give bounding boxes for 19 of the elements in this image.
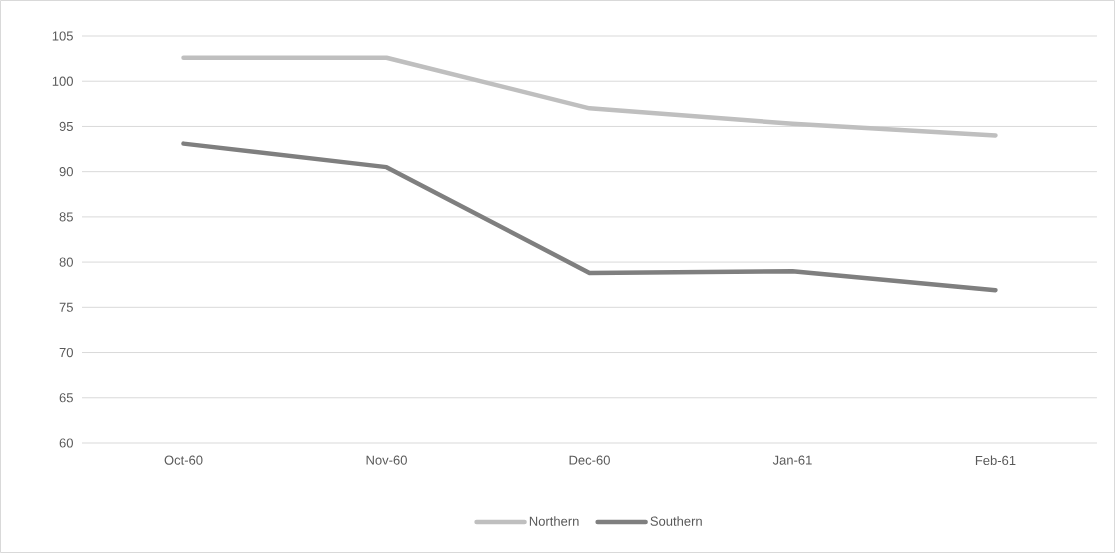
y-tick-label: 60 <box>59 438 73 448</box>
y-tick-label: 70 <box>59 347 73 358</box>
x-tick-label: Jan-61 <box>772 455 812 465</box>
y-tick-label: 75 <box>59 302 73 312</box>
y-tick-label: 100 <box>52 76 73 86</box>
line-series <box>181 141 998 293</box>
y-tick-label: 85 <box>59 212 73 222</box>
y-tick-label: 90 <box>59 167 73 177</box>
x-tick-label: Feb-61 <box>975 455 1016 466</box>
y-tick-label: 105 <box>52 31 73 41</box>
legend-label: Southern <box>650 516 702 526</box>
legend-label: Northern <box>529 516 579 526</box>
y-tick-label: 80 <box>59 257 73 267</box>
x-tick-label: Dec-60 <box>569 455 610 465</box>
x-tick-label: Oct-60 <box>164 455 203 465</box>
y-tick-label: 95 <box>59 121 73 132</box>
x-tick-label: Nov-60 <box>366 455 407 465</box>
line-series <box>181 55 998 138</box>
y-tick-label: 65 <box>59 393 73 403</box>
